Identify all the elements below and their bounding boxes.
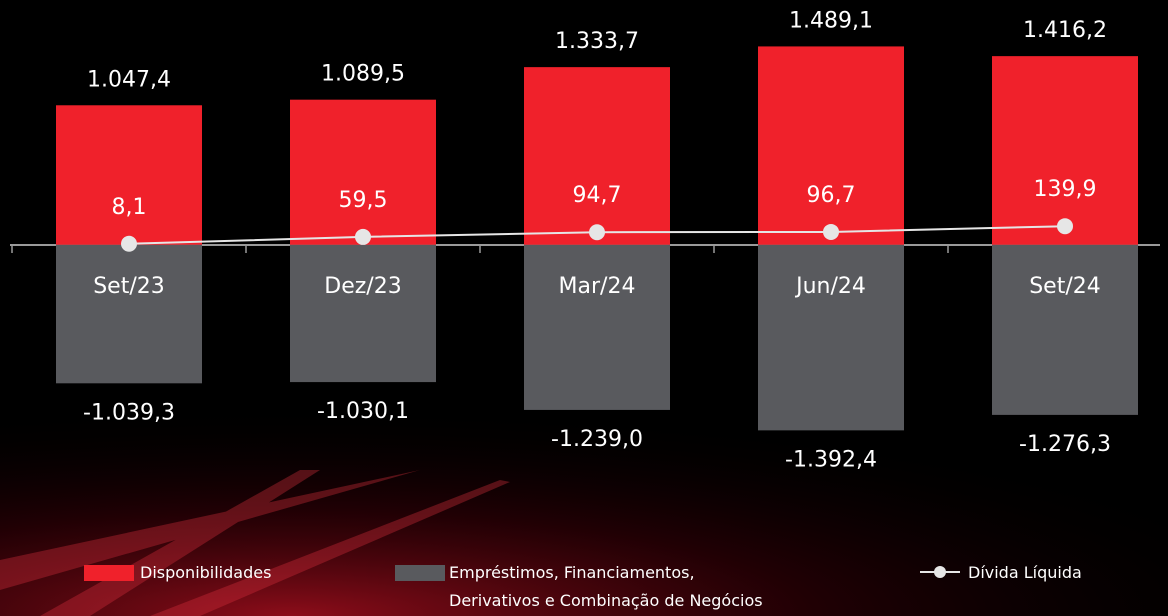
x-tick-label: Set/24 (1029, 274, 1101, 299)
background-glow (0, 380, 1168, 616)
data-label: 1.047,4 (87, 67, 171, 92)
legend-swatch (84, 565, 134, 581)
legend-swatch (395, 565, 445, 581)
data-label: 1.489,1 (789, 8, 873, 33)
bar (524, 244, 670, 410)
data-label: -1.030,1 (317, 399, 409, 424)
data-label: 139,9 (1034, 177, 1097, 202)
bar (56, 244, 202, 384)
bar (992, 56, 1138, 245)
data-label: 96,7 (807, 183, 856, 208)
data-label: -1.039,3 (83, 400, 175, 425)
bar (56, 105, 202, 245)
x-tick-label: Set/23 (93, 274, 165, 299)
data-label: -1.239,0 (551, 427, 643, 452)
axis-ticks (11, 245, 949, 253)
line-point (823, 223, 839, 240)
x-tick-label: Dez/23 (324, 274, 401, 299)
line-point (1057, 218, 1073, 235)
line-point (589, 224, 605, 241)
data-label: -1.276,3 (1019, 432, 1111, 457)
x-tick-label: Mar/24 (559, 274, 636, 299)
data-label: 1.333,7 (555, 29, 639, 54)
data-label: 94,7 (573, 183, 622, 208)
data-label: 1.416,2 (1023, 18, 1107, 43)
line-point (121, 235, 137, 252)
bar (758, 244, 904, 431)
data-label: 59,5 (339, 188, 388, 213)
bar (290, 244, 436, 383)
bar (290, 99, 436, 245)
legend-label: Empréstimos, Financiamentos, Derivativos… (449, 563, 763, 610)
bar (758, 46, 904, 245)
bar (524, 67, 670, 245)
legend-line (920, 566, 960, 578)
data-label: -1.392,4 (785, 447, 877, 472)
bar (992, 244, 1138, 415)
data-label: 1.089,5 (321, 62, 405, 87)
data-label: 8,1 (112, 195, 147, 220)
x-tick-label: Jun/24 (794, 274, 866, 299)
line-point (355, 228, 371, 245)
legend-label: Dívida Líquida (968, 563, 1082, 582)
legend-label: Disponibilidades (140, 563, 272, 582)
